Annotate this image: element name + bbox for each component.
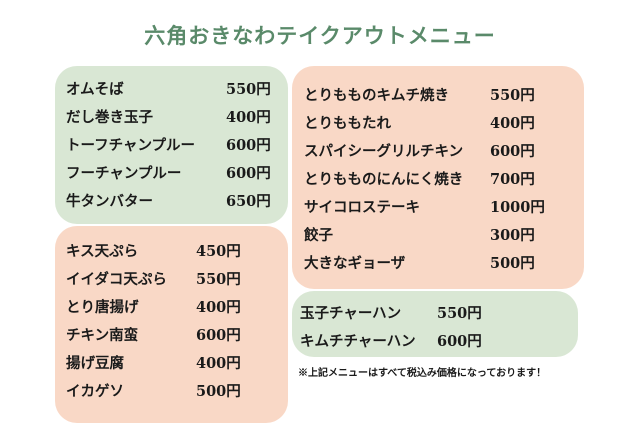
item-price: 700円	[490, 171, 535, 188]
page-title: 六角おきなわテイクアウトメニュー	[144, 23, 496, 48]
item-price: 400円	[226, 109, 271, 126]
item-price: 600円	[490, 143, 535, 160]
item-price: 450円	[196, 243, 241, 260]
item-name: だし巻き玉子	[66, 109, 153, 126]
menu-panel-c	[292, 66, 584, 289]
item-price: 600円	[196, 327, 241, 344]
item-name: 揚げ豆腐	[66, 355, 124, 372]
item-name: イイダコ天ぷら	[66, 271, 167, 288]
item-name: イカゲソ	[66, 383, 124, 400]
tax-note: ※上記メニューはすべて税込み価格になっております！	[298, 368, 547, 379]
item-name: キムチチャーハン	[300, 333, 416, 350]
item-price: 300円	[490, 227, 535, 244]
item-name: スパイシーグリルチキン	[304, 143, 464, 160]
item-name: 大きなギョーザ	[304, 255, 406, 272]
item-name: 玉子チャーハン	[300, 305, 402, 322]
item-name: オムそば	[66, 81, 124, 98]
menu-panel-b	[55, 226, 288, 423]
item-price: 650円	[226, 193, 271, 210]
menu-panel-a	[55, 66, 288, 224]
item-name: フーチャンプルー	[66, 165, 182, 182]
menu-panel-d	[292, 291, 578, 357]
item-name: サイコロステーキ	[304, 199, 420, 216]
item-price: 550円	[226, 81, 271, 98]
item-name: キス天ぷら	[66, 243, 139, 260]
item-name: 餃子	[304, 227, 333, 244]
item-name: チキン南蛮	[66, 327, 139, 344]
item-price: 400円	[196, 355, 241, 372]
item-price: 550円	[196, 271, 241, 288]
item-price: 500円	[490, 255, 535, 272]
item-name: とりもものキムチ焼き	[304, 87, 449, 104]
item-price: 400円	[196, 299, 241, 316]
item-name: とり唐揚げ	[66, 299, 139, 316]
item-price: 500円	[196, 383, 241, 400]
item-price: 550円	[437, 305, 482, 322]
item-price: 400円	[490, 115, 535, 132]
item-name: トーフチャンプルー	[66, 137, 196, 154]
item-price: 600円	[226, 165, 271, 182]
item-price: 600円	[437, 333, 482, 350]
item-price: 600円	[226, 137, 271, 154]
item-name: とりもものにんにく焼き	[304, 171, 464, 188]
item-price: 1000円	[490, 199, 545, 216]
item-price: 550円	[490, 87, 535, 104]
item-name: 牛タンバター	[66, 193, 153, 210]
item-name: とりももたれ	[304, 115, 391, 132]
